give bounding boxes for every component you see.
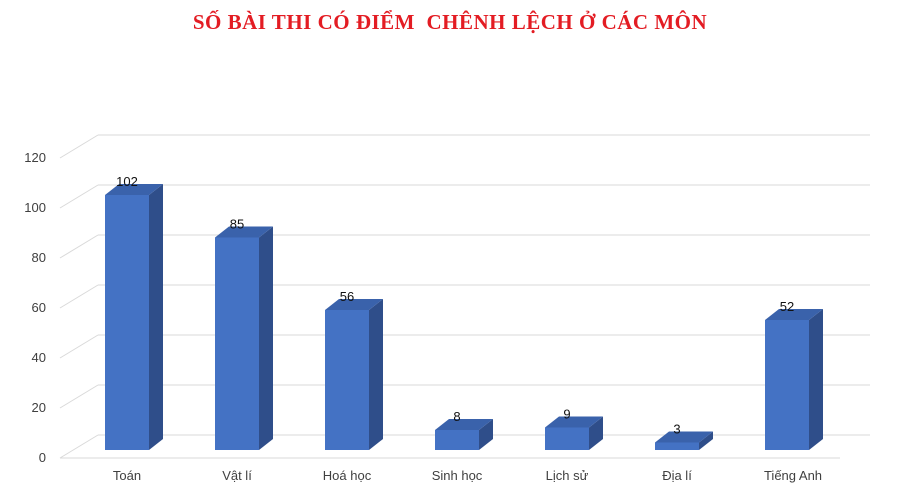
y-tick-label: 80 bbox=[32, 250, 46, 265]
y-tick-label: 100 bbox=[24, 200, 46, 215]
y-tick-label: 40 bbox=[32, 350, 46, 365]
y-tick-label: 20 bbox=[32, 400, 46, 415]
bar-front bbox=[545, 427, 589, 450]
bar-side bbox=[149, 184, 163, 450]
y-axis-ticks: 0 20 40 60 80 100 120 bbox=[24, 150, 46, 465]
data-label: 52 bbox=[780, 299, 794, 314]
category-label: Tiếng Anh bbox=[764, 468, 822, 483]
bar-side bbox=[589, 416, 603, 450]
bar-top bbox=[765, 309, 823, 320]
gridline-depth bbox=[59, 334, 99, 359]
bar-front bbox=[105, 195, 149, 450]
bar-side bbox=[699, 431, 713, 450]
bar-4 bbox=[435, 419, 493, 450]
bar-front bbox=[435, 430, 479, 450]
bar-5 bbox=[545, 416, 603, 450]
category-label: Hoá học bbox=[323, 468, 372, 483]
category-label: Lịch sử bbox=[546, 468, 589, 483]
bar-top bbox=[105, 184, 163, 195]
y-tick-label: 60 bbox=[32, 300, 46, 315]
chart-title: SỐ BÀI THI CÓ ĐIỂM CHÊNH LỆCH Ở CÁC MÔN bbox=[192, 10, 708, 34]
bar-1 bbox=[105, 184, 163, 450]
category-label: Địa lí bbox=[662, 468, 692, 483]
bar-side bbox=[479, 419, 493, 450]
gridline-depth bbox=[59, 184, 99, 209]
bar-side bbox=[369, 299, 383, 450]
bar-top bbox=[215, 226, 273, 238]
gridline-depth bbox=[59, 384, 99, 409]
bar-front bbox=[765, 320, 809, 450]
bar-7 bbox=[765, 309, 823, 450]
x-axis-categories: Toán Vật lí Hoá học Sinh học Lịch sử Địa lí Ti… bbox=[113, 468, 822, 483]
bar-3 bbox=[325, 299, 383, 450]
bar-side bbox=[809, 309, 823, 450]
bars: 102 85 56 8 9 3 52 bbox=[105, 174, 823, 450]
bar-2 bbox=[215, 226, 273, 450]
data-label: 8 bbox=[453, 409, 460, 424]
bar-top bbox=[655, 431, 713, 443]
bar-front bbox=[655, 442, 699, 450]
gridlines bbox=[59, 134, 870, 459]
data-label: 3 bbox=[673, 422, 680, 437]
bar-front bbox=[215, 237, 259, 450]
y-tick-label: 0 bbox=[39, 450, 46, 465]
bar-top bbox=[545, 416, 603, 428]
bar-6 bbox=[655, 431, 713, 450]
y-tick-label: 120 bbox=[24, 150, 46, 165]
gridline-depth bbox=[59, 434, 99, 459]
bar-top bbox=[325, 299, 383, 310]
bar-top bbox=[435, 419, 493, 430]
category-label: Vật lí bbox=[222, 468, 252, 483]
gridline-depth bbox=[59, 234, 99, 259]
data-label: 102 bbox=[116, 174, 138, 189]
gridline-depth bbox=[59, 134, 99, 159]
bar-front bbox=[325, 310, 369, 450]
data-label: 85 bbox=[230, 217, 244, 232]
category-label: Toán bbox=[113, 468, 141, 483]
gridline-depth bbox=[59, 284, 99, 309]
data-label: 9 bbox=[563, 407, 570, 422]
category-label: Sinh học bbox=[432, 468, 483, 483]
bar-side bbox=[259, 226, 273, 450]
data-label: 56 bbox=[340, 289, 354, 304]
